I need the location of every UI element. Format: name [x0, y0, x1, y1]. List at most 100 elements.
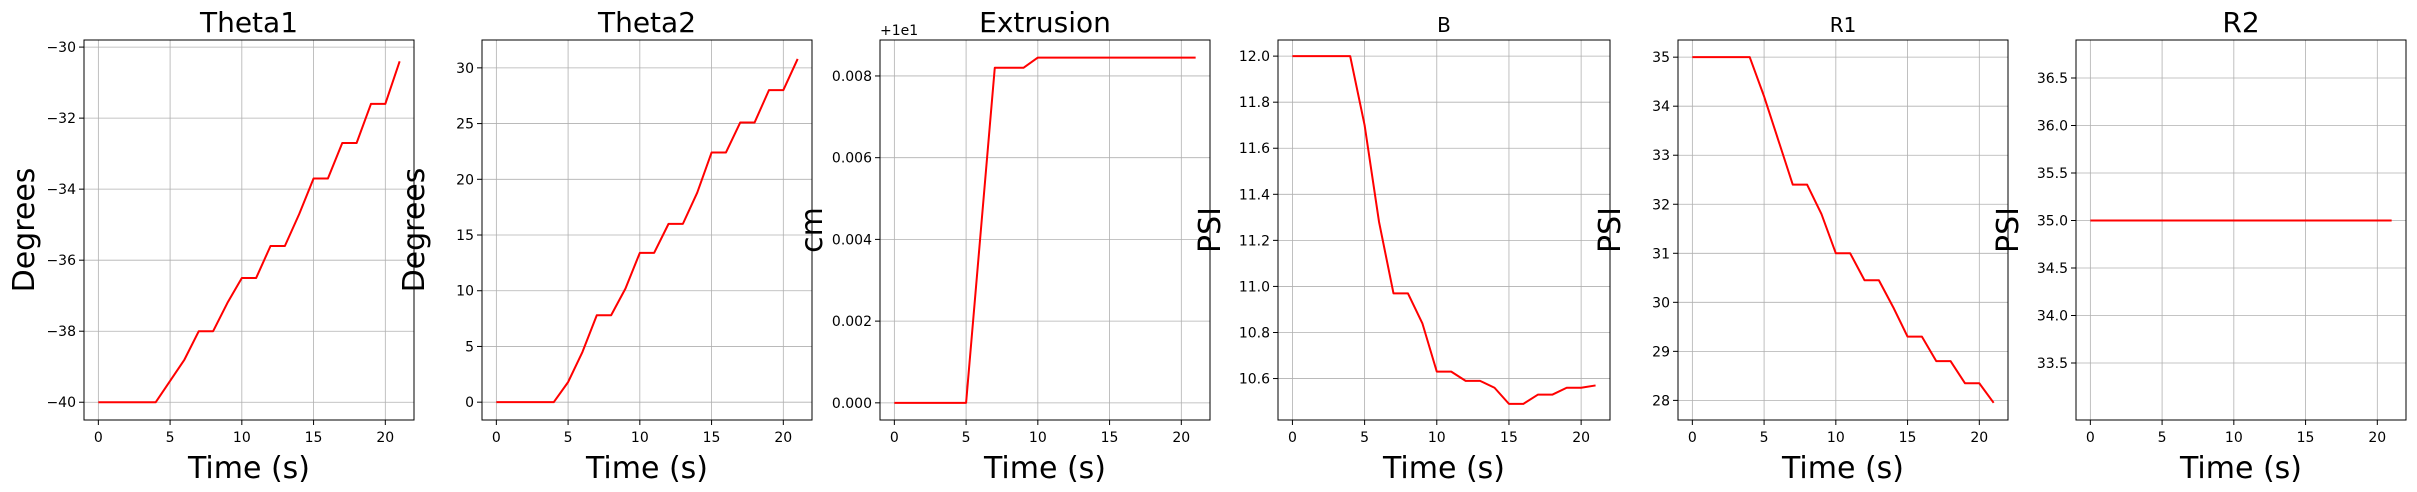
y-tick-label: −32	[46, 111, 76, 127]
x-tick-label: 15	[1500, 430, 1518, 446]
x-tick-label: 20	[2368, 430, 2386, 446]
x-tick-label: 0	[890, 430, 899, 446]
y-tick-label: 32	[1652, 197, 1670, 213]
subplot-title: R1	[1830, 13, 1857, 37]
y-tick-label: 10.8	[1239, 325, 1270, 341]
subplot-title: R2	[2222, 6, 2259, 39]
x-tick-label: 0	[94, 430, 103, 446]
y-tick-label: 34.0	[2037, 309, 2068, 325]
x-tick-label: 15	[1899, 430, 1917, 446]
x-tick-label: 5	[1760, 430, 1769, 446]
y-tick-label: 0.006	[832, 151, 872, 167]
series-line	[1292, 55, 1596, 405]
y-tick-label: −40	[46, 395, 76, 411]
y-tick-label: 10	[456, 284, 474, 300]
x-tick-label: 5	[962, 430, 971, 446]
y-tick-label: 25	[456, 117, 474, 133]
x-tick-label: 5	[1360, 430, 1369, 446]
y-tick-label: 34.5	[2037, 261, 2068, 277]
y-tick-label: 35.5	[2037, 166, 2068, 182]
x-tick-label: 20	[1572, 430, 1590, 446]
y-tick-label: 11.6	[1239, 141, 1270, 157]
y-tick-label: 35	[1652, 50, 1670, 66]
y-tick-label: −30	[46, 40, 76, 56]
x-tick-label: 20	[774, 430, 792, 446]
y-tick-label: 20	[456, 172, 474, 188]
y-offset-label: +1e1	[880, 23, 918, 39]
subplot-title: Theta1	[199, 6, 298, 39]
y-axis-label: cm	[795, 207, 830, 253]
subplot-extrusion: 0 5 10 15 20 0.000 0.002 0.004 0.006 0.008 +1e1 Ext…	[795, 6, 1211, 486]
y-axis-label: PSI	[1593, 207, 1628, 253]
axes-frame	[481, 39, 813, 421]
y-tick-label: 0.000	[832, 396, 872, 412]
y-tick-label: 11.0	[1239, 279, 1270, 295]
x-tick-label: 0	[2086, 430, 2095, 446]
subplot-title: B	[1437, 13, 1451, 37]
y-tick-label: 29	[1652, 344, 1670, 360]
y-tick-label: 33.5	[2037, 356, 2068, 372]
subplot-r1: 0 5 10 15 20 28 29 30 31 32 33 34 35 R1 Time (s) PSI	[1593, 13, 2009, 486]
x-tick-label: 10	[1029, 430, 1047, 446]
series-line	[1692, 56, 1995, 404]
subplot-b: 0 5 10 15 20 10.6 10.8 11.0 11.2 11.4 11.6 11.8 12.0…	[1193, 13, 1611, 486]
x-tick-label: 10	[2225, 430, 2243, 446]
x-tick-label: 5	[564, 430, 573, 446]
y-tick-label: 5	[465, 339, 474, 355]
series-line	[894, 56, 1196, 404]
y-tick-label: 0.008	[832, 69, 872, 85]
y-tick-label: 36.0	[2037, 119, 2068, 135]
y-tick-label: 36.5	[2037, 71, 2068, 87]
y-tick-label: 11.2	[1239, 233, 1270, 249]
x-tick-label: 0	[1688, 430, 1697, 446]
x-axis-label: Time (s)	[585, 451, 708, 486]
x-tick-label: 5	[2158, 430, 2167, 446]
x-axis-label: Time (s)	[187, 451, 310, 486]
x-tick-label: 15	[305, 430, 323, 446]
y-tick-label: 31	[1652, 246, 1670, 262]
y-tick-label: 30	[456, 61, 474, 77]
y-tick-label: 11.8	[1239, 95, 1270, 111]
y-tick-label: 11.4	[1239, 187, 1270, 203]
x-tick-label: 20	[1970, 430, 1988, 446]
x-axis-label: Time (s)	[983, 451, 1106, 486]
y-tick-label: −36	[46, 253, 76, 269]
y-axis-label: Degrees	[397, 168, 432, 293]
y-tick-label: 15	[456, 228, 474, 244]
x-axis-label: Time (s)	[1382, 451, 1505, 486]
y-tick-label: 0	[465, 395, 474, 411]
y-tick-label: 0.004	[832, 232, 872, 248]
y-tick-label: 10.6	[1239, 372, 1270, 388]
x-axis-label: Time (s)	[1781, 451, 1904, 486]
subplot-title: Theta2	[597, 6, 696, 39]
axes-frame	[2075, 39, 2407, 421]
y-tick-label: 30	[1652, 295, 1670, 311]
x-tick-label: 0	[492, 430, 501, 446]
axes-frame	[1277, 39, 1611, 421]
x-tick-label: 20	[376, 430, 394, 446]
subplot-title: Extrusion	[979, 6, 1111, 39]
x-tick-label: 15	[703, 430, 721, 446]
x-tick-label: 10	[1827, 430, 1845, 446]
x-tick-label: 20	[1172, 430, 1190, 446]
y-tick-label: 35.0	[2037, 214, 2068, 230]
series-line	[98, 60, 401, 404]
x-tick-label: 10	[1428, 430, 1446, 446]
y-axis-label: Degrees	[7, 168, 42, 293]
axes-frame	[879, 39, 1211, 421]
series-line	[496, 58, 799, 404]
y-tick-label: 12.0	[1239, 49, 1270, 65]
subplot-theta2: 0 5 10 15 20 0 5 10 15 20 25 30 Theta2 Time (s) Degree…	[397, 6, 813, 486]
x-tick-label: 10	[631, 430, 649, 446]
x-tick-label: 10	[233, 430, 251, 446]
y-axis-label: PSI	[1193, 207, 1228, 253]
x-tick-label: 15	[2297, 430, 2315, 446]
y-tick-label: −38	[46, 324, 76, 340]
y-tick-label: −34	[46, 182, 76, 198]
x-tick-label: 15	[1101, 430, 1119, 446]
axes-frame	[1677, 39, 2009, 421]
y-tick-label: 0.002	[832, 314, 872, 330]
y-tick-label: 28	[1652, 393, 1670, 409]
x-axis-label: Time (s)	[2179, 451, 2302, 486]
